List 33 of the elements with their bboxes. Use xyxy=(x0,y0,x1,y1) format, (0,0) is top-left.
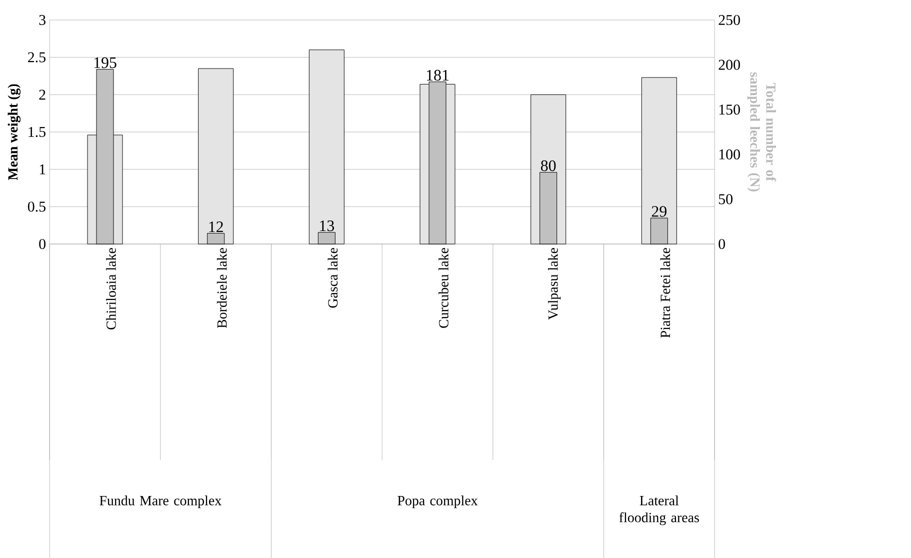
x-tick-label: Curcubeu lake xyxy=(438,248,448,328)
data-label: 29 xyxy=(652,206,666,217)
data-label: 80 xyxy=(540,160,556,172)
y2-tick-label: 250 xyxy=(718,14,740,26)
text: Fundu Mare complex xyxy=(100,496,222,508)
y2-tick-label: 50 xyxy=(718,194,732,204)
x-tick-label: Piatra Fetei lake xyxy=(660,248,670,338)
y-tick-label: 3 xyxy=(39,14,46,26)
text: Popa complex xyxy=(398,496,478,508)
y2-tick-label: 150 xyxy=(719,104,740,115)
x-tick-label: Vulpasu lake xyxy=(548,248,561,320)
y-tick-label: 1.5 xyxy=(28,126,46,138)
y-tick-label: 0.5 xyxy=(28,202,46,212)
data-label: 12 xyxy=(209,222,223,232)
text: Lateral flooding areas xyxy=(619,496,699,526)
y2-tick-label: 200 xyxy=(718,60,740,70)
y-tick-label: 2 xyxy=(39,90,46,100)
bar xyxy=(308,50,344,244)
data-label: 181 xyxy=(426,70,449,81)
bar xyxy=(641,77,677,244)
x-tick-label: Bordeiele lake xyxy=(216,248,227,328)
bar xyxy=(198,68,234,244)
y-tick-label: 1 xyxy=(40,164,46,174)
y-tick-label: 2.5 xyxy=(28,52,46,62)
y-axis-title: Mean weight (g) xyxy=(8,84,21,180)
data-label: 195 xyxy=(94,57,116,68)
x-tick-label: Gasca lake xyxy=(328,248,338,308)
data-label: 13 xyxy=(320,220,334,232)
x-tick-label: Chiriloaia lake xyxy=(106,248,116,330)
y2-axis-title: Total number of sampled leeches (N) xyxy=(747,72,776,192)
y2-tick-label: 0 xyxy=(718,238,726,250)
y2-tick-label: 100 xyxy=(719,149,740,160)
y-tick-label: 0 xyxy=(39,238,46,250)
